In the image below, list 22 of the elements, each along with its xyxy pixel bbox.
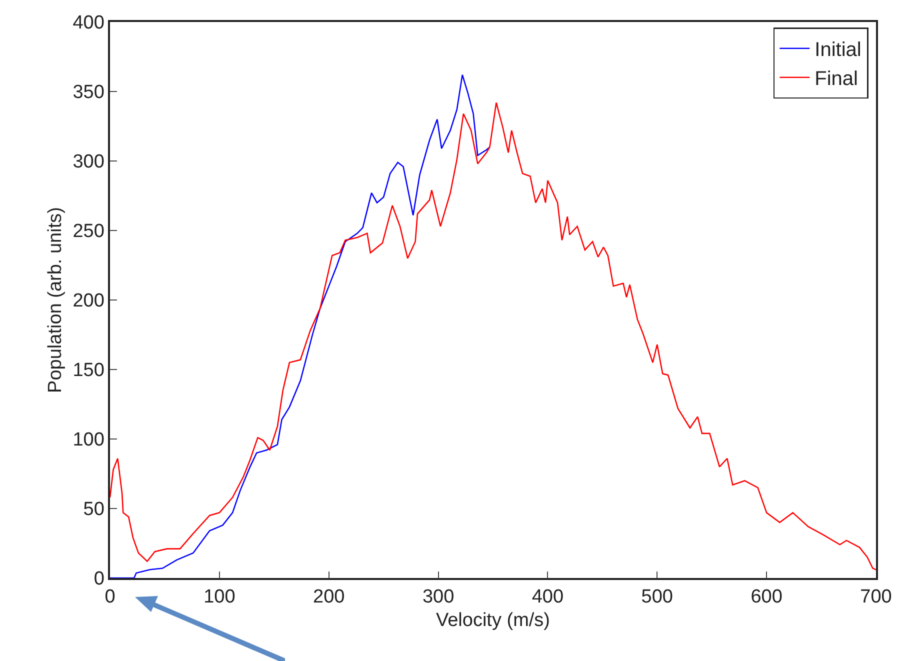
x-tick-label: 600 (750, 586, 782, 608)
line-series (110, 102, 876, 570)
x-tick-label: 100 (204, 586, 236, 608)
x-tick-label: 200 (313, 586, 345, 608)
line-series (110, 74, 490, 578)
x-axis-title: Velocity (m/s) (436, 610, 550, 631)
x-tick-label: 300 (422, 586, 454, 608)
y-tick-label: 0 (94, 568, 104, 590)
legend-label: Final (814, 68, 858, 90)
y-tick-label: 400 (72, 12, 104, 34)
y-tick-label: 300 (72, 152, 104, 173)
y-tick-label: 350 (72, 82, 104, 104)
y-tick-label: 100 (72, 430, 104, 451)
y-axis-title: Population (arb. units) (45, 207, 66, 393)
y-tick-label: 250 (72, 221, 104, 242)
x-tick-label: 700 (860, 586, 892, 608)
x-tick-label: 500 (641, 586, 673, 608)
y-tick-label: 200 (72, 290, 104, 312)
legend-label: Initial (814, 39, 862, 62)
y-tick-label: 150 (72, 360, 104, 382)
y-tick-label: 50 (83, 499, 104, 520)
x-tick-label: 400 (532, 586, 564, 608)
